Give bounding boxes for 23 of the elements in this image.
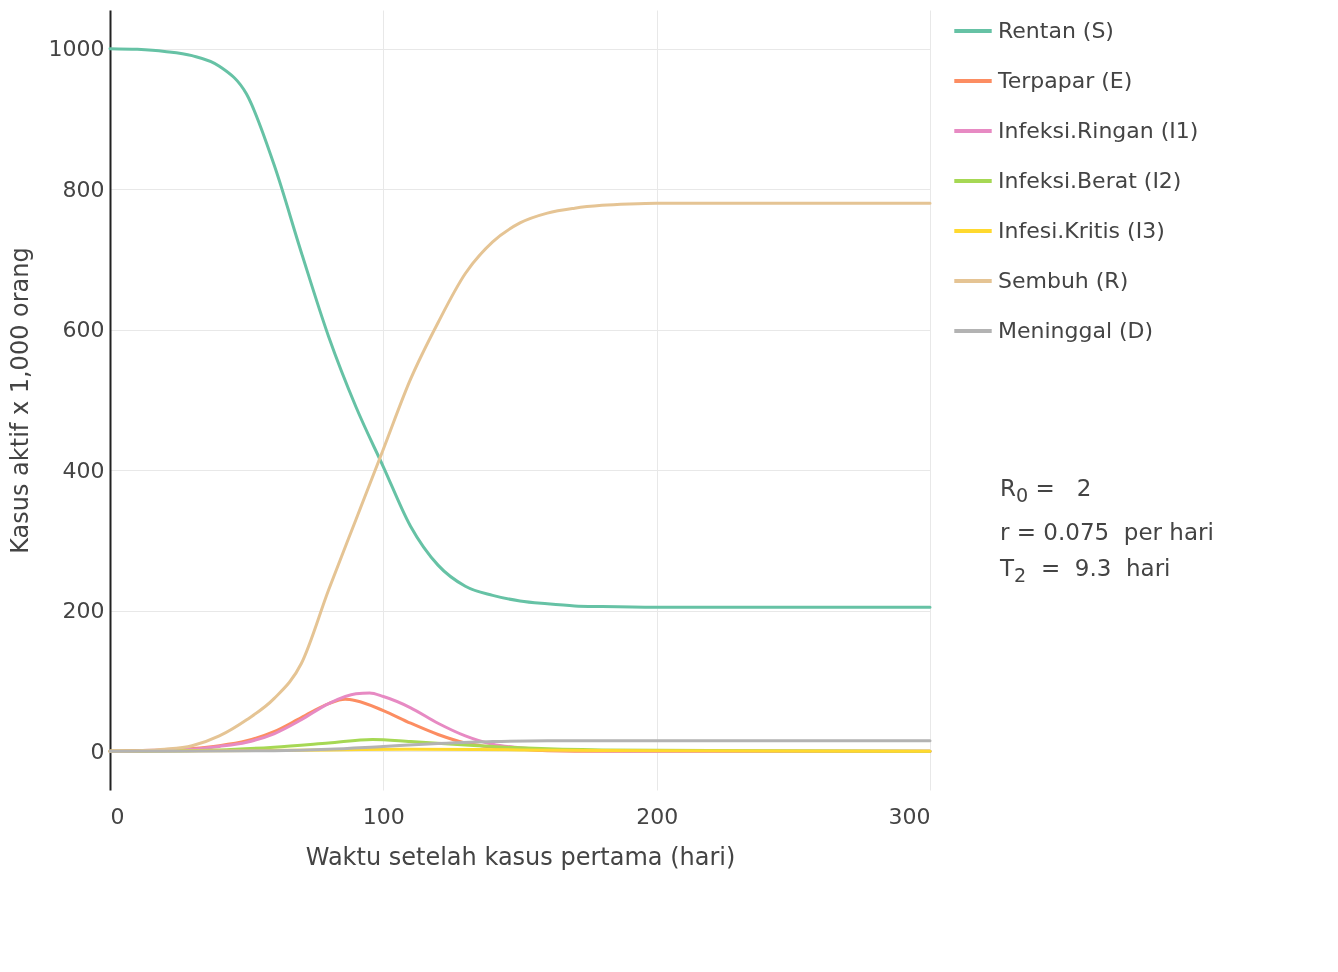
x-axis-title: Waktu setelah kasus pertama (hari): [305, 842, 736, 871]
line-series: [108, 47, 932, 609]
legend-label: Terpapar (E): [997, 68, 1133, 93]
legend-label: Infeksi.Ringan (I1): [998, 118, 1199, 143]
x-tick-label: 300: [888, 803, 931, 829]
legend-label: Infesi.Kritis (I3): [998, 218, 1165, 243]
legend-label: Sembuh (R): [998, 268, 1129, 293]
x-tick-label: 200: [636, 803, 679, 829]
legend-label: Meninggal (D): [998, 318, 1154, 343]
y-tick-label: 200: [62, 598, 105, 624]
y-tick-label: 0: [90, 738, 105, 764]
y-axis-title: Kasus aktif x 1,000 orang: [5, 247, 34, 554]
y-tick-label: 800: [62, 176, 105, 202]
legend-label: Rentan (S): [998, 18, 1114, 43]
y-tick-label: 600: [62, 317, 105, 343]
x-tick-label: 0: [110, 803, 125, 829]
text: R$_{0}$ = 2: [1000, 474, 1093, 509]
y-tick-label: 400: [62, 457, 105, 483]
text: T$_{2}$ = 9.3 hari: [1000, 553, 1172, 589]
y-tick-label: 1000: [48, 36, 105, 62]
x-tick-label: 100: [362, 803, 405, 829]
legend-label: Infeksi.Berat (I2): [998, 168, 1182, 193]
text: r = 0.075 per hari: [1000, 517, 1214, 547]
